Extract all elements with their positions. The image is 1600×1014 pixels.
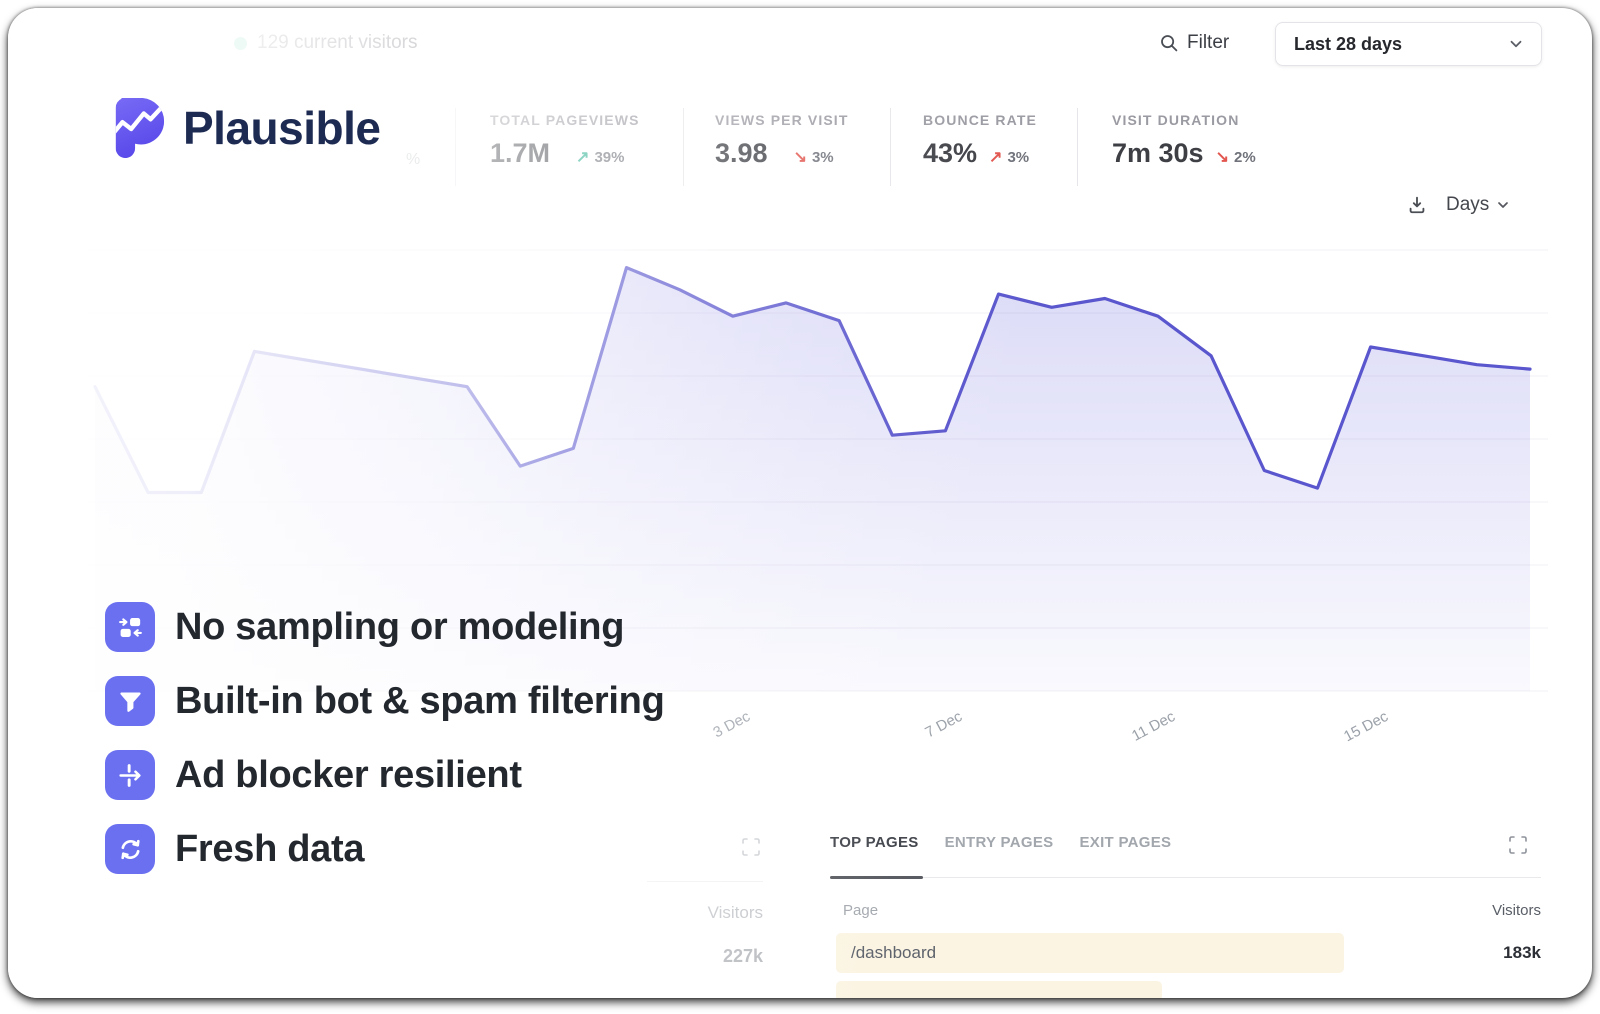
- expand-icon[interactable]: [1508, 835, 1528, 855]
- page-row-bar-partial: [836, 981, 1162, 998]
- feature-label: Ad blocker resilient: [175, 753, 522, 796]
- feature-row: No sampling or modeling: [105, 602, 665, 652]
- left-visitors-value: 227k: [722, 946, 763, 966]
- feature-row: Fresh data: [105, 824, 665, 874]
- plausible-logo: Plausible: [106, 96, 381, 160]
- visitors-column-header: Visitors: [1492, 902, 1541, 919]
- tab-exit-pages[interactable]: EXIT PAGES: [1079, 834, 1172, 851]
- feature-label: No sampling or modeling: [175, 605, 625, 648]
- tab-top-pages[interactable]: TOP PAGES: [830, 834, 919, 851]
- arrow-through-icon: [105, 750, 155, 800]
- feature-label: Built-in bot & spam filtering: [175, 679, 665, 722]
- refresh-icon: [105, 824, 155, 874]
- brand-name: Plausible: [183, 102, 381, 154]
- expand-icon[interactable]: [741, 837, 761, 857]
- page-row-visitors: 183k: [1503, 943, 1541, 962]
- feature-row: Ad blocker resilient: [105, 750, 665, 800]
- feature-row: Built-in bot & spam filtering: [105, 676, 665, 726]
- feature-label: Fresh data: [175, 827, 365, 870]
- left-visitors-column: Visitors: [707, 903, 763, 922]
- dashboard-card: 129 current visitors Filter Last 28 days…: [8, 8, 1592, 998]
- sampling-icon: [105, 602, 155, 652]
- page-column-header: Page: [843, 902, 879, 919]
- feature-list: No sampling or modeling Built-in bot & s…: [105, 602, 665, 898]
- funnel-icon: [105, 676, 155, 726]
- tab-entry-pages[interactable]: ENTRY PAGES: [944, 834, 1054, 851]
- page-row-link[interactable]: /dashboard: [851, 943, 937, 962]
- active-tab-underline: [830, 876, 923, 879]
- tabs-divider: [830, 877, 1541, 878]
- plausible-logo-icon: [115, 97, 165, 159]
- pages-tabs: TOP PAGES ENTRY PAGES EXIT PAGES: [830, 834, 1171, 851]
